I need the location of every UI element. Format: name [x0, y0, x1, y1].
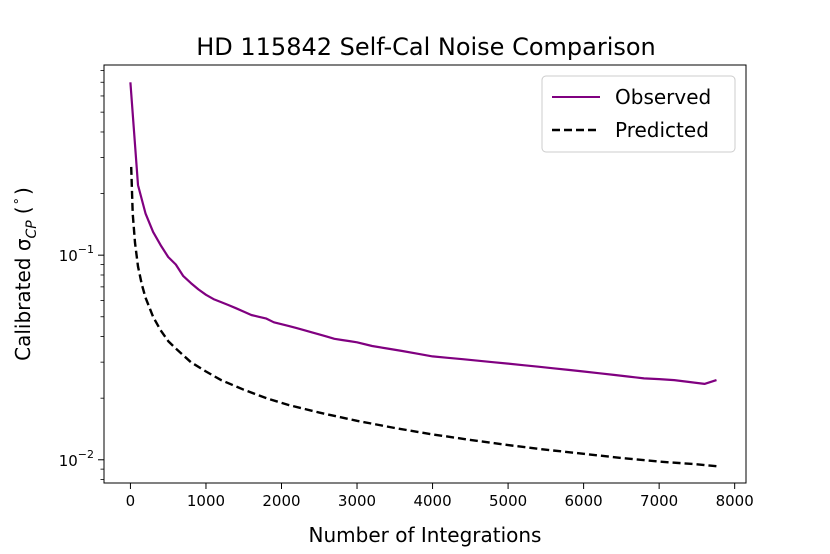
x-tick-label-0: 0 — [126, 492, 136, 510]
x-tick-label-4000: 4000 — [413, 492, 451, 510]
y-axis-label-main: Calibrated σ — [11, 238, 35, 361]
legend-label-predicted: Predicted — [615, 118, 709, 142]
y-axis-label: Calibrated σCP (°) — [11, 187, 40, 361]
x-tick-label-8000: 8000 — [716, 492, 754, 510]
y-axis-ticks: 10−1 10−2 — [59, 243, 104, 470]
y-axis-label-unit-open: ( — [11, 206, 35, 214]
x-axis-label: Number of Integrations — [309, 523, 542, 547]
y-axis-label-unit: ° — [13, 198, 28, 205]
legend-box — [541, 75, 736, 153]
y-tick-label-1: 10−2 — [59, 448, 94, 470]
x-tick-label-6000: 6000 — [565, 492, 603, 510]
y-axis-label-sub: CP — [24, 220, 40, 239]
x-tick-label-5000: 5000 — [489, 492, 527, 510]
legend-label-observed: Observed — [615, 85, 711, 109]
series-line-predicted — [130, 166, 717, 468]
x-tick-label-1000: 1000 — [187, 492, 225, 510]
x-tick-label-7000: 7000 — [640, 492, 678, 510]
minor-ticks — [100, 69, 104, 481]
legend: Observed Predicted — [541, 75, 736, 153]
series-layer — [129, 82, 717, 468]
x-axis-ticks: 0 1000 2000 3000 4000 5000 6000 7000 8000 — [126, 483, 754, 510]
chart-title: HD 115842 Self-Cal Noise Comparison — [196, 33, 656, 61]
series-line-observed — [129, 82, 717, 385]
x-tick-label-3000: 3000 — [338, 492, 376, 510]
y-axis-label-unit-close: ) — [11, 187, 35, 195]
y-tick-label-0: 10−1 — [59, 243, 94, 265]
x-tick-label-2000: 2000 — [262, 492, 300, 510]
plot-frame — [103, 64, 747, 484]
